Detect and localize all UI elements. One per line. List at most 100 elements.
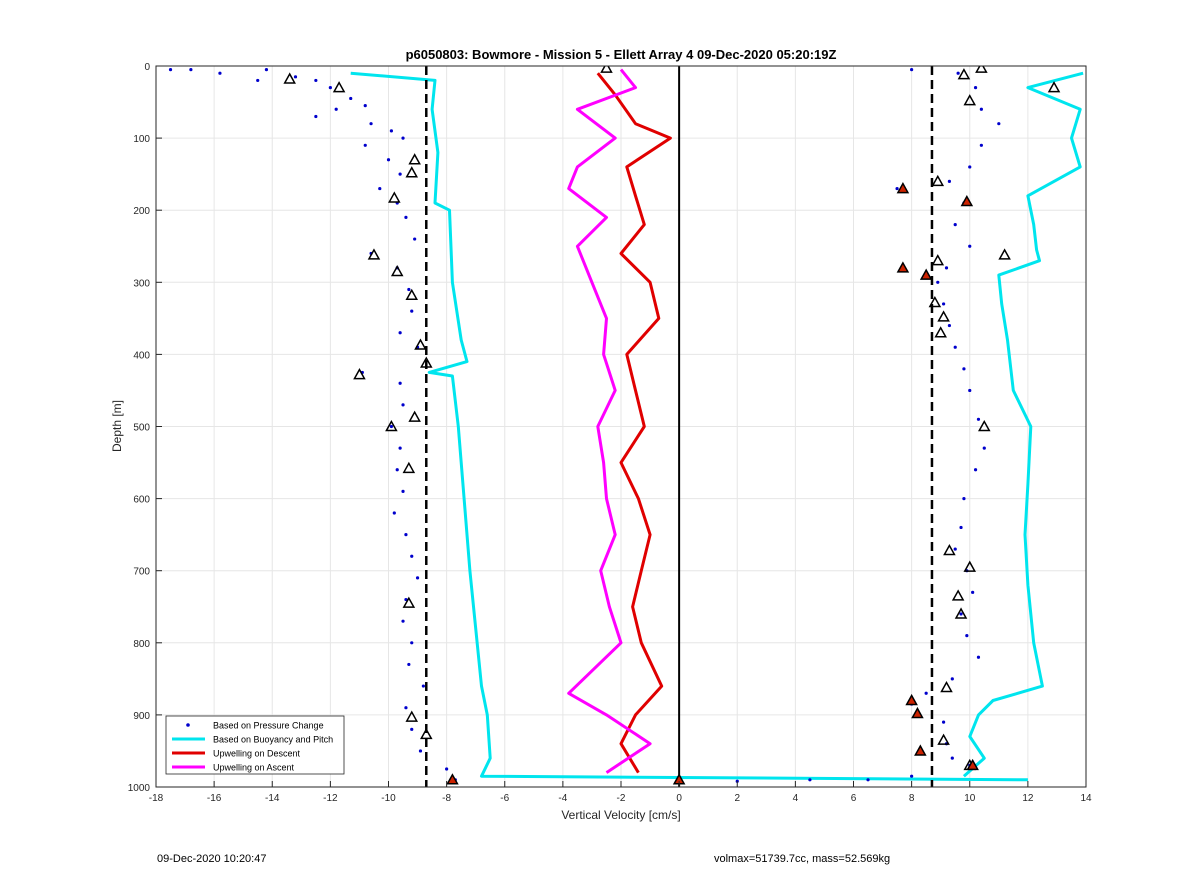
pressure-change-dot: [968, 388, 972, 393]
triangle-marker: [931, 174, 945, 187]
pressure-change-dot: [401, 403, 405, 407]
x-axis-ticks: -18 -16 -14 -12 -10 -8 -6 -4 -2 0 2 4 6 8 10 12 14: [149, 781, 1092, 804]
pressure-change-dot: [407, 287, 411, 292]
legend-box: [165, 715, 345, 775]
triangle-marker: [420, 356, 433, 368]
y-tick-label: 800: [133, 639, 150, 650]
pressure-change-dot: [404, 706, 408, 710]
triangle-marker: [978, 419, 991, 432]
chart-title: p6050803: Bowmore - Mission 5 - Ellett A…: [406, 47, 837, 62]
x-tick-label: 8: [909, 793, 915, 804]
y-tick-label: 0: [144, 62, 150, 73]
pressure-change-dot: [866, 778, 870, 782]
x-tick-label: -16: [207, 793, 222, 804]
pressure-change-dot: [421, 684, 425, 688]
triangle-marker: [914, 744, 927, 756]
triangle-marker: [408, 153, 421, 165]
triangle-marker: [951, 589, 965, 601]
pressure-change-dot: [407, 662, 411, 667]
pressure-change-dot: [936, 280, 940, 284]
pressure-change-dot: [410, 554, 414, 558]
x-tick-label: 12: [1022, 793, 1034, 804]
triangle-marker: [896, 182, 910, 194]
triangle-marker: [943, 543, 956, 556]
pressure-change-dot: [410, 727, 414, 731]
y-tick-label: 100: [133, 134, 150, 145]
pressure-change-dot: [953, 223, 957, 227]
pressure-change-dot: [976, 417, 981, 421]
pressure-change-dot: [349, 96, 353, 101]
x-tick-label: -10: [381, 793, 396, 804]
pressure-change-dot: [410, 641, 414, 645]
series-line-upwelling-on-ascent: [567, 68, 652, 774]
y-tick-label: 700: [133, 567, 150, 578]
pressure-change-dot: [976, 655, 981, 659]
x-tick-label: -18: [149, 793, 164, 804]
triangle-marker: [934, 326, 947, 338]
pressure-change-dot: [941, 302, 946, 306]
series-layer: [350, 68, 1084, 782]
triangle-markers: [283, 66, 1061, 785]
pressure-change-dot: [982, 446, 986, 450]
pressure-change-dot: [971, 590, 975, 594]
pressure-change-dot: [401, 619, 405, 623]
pressure-change-dot: [369, 122, 373, 126]
x-axis-label: Vertical Velocity [cm/s]: [561, 808, 680, 822]
x-tick-label: 2: [734, 793, 740, 804]
legend-swatch-dot: [186, 723, 190, 727]
footer-volmax-mass: volmax=51739.7cc, mass=52.569kg: [714, 853, 891, 865]
pressure-change-dot: [973, 468, 978, 472]
pressure-change-dot: [941, 720, 946, 724]
triangle-marker: [420, 727, 433, 740]
pressure-change-dot: [962, 497, 966, 501]
pressure-change-dot: [395, 468, 399, 472]
x-tick-label: 6: [851, 793, 857, 804]
triangle-marker: [905, 693, 918, 706]
pressure-change-dot: [947, 179, 952, 183]
x-tick-label: -2: [617, 793, 626, 804]
y-tick-label: 300: [133, 278, 150, 289]
triangle-marker: [966, 758, 979, 771]
pressure-change-dot: [404, 533, 408, 537]
pressure-change-dot: [404, 215, 408, 220]
triangle-marker: [963, 94, 977, 106]
pressure-change-dot: [398, 331, 402, 335]
pressure-change-dot: [959, 525, 963, 530]
triangle-marker: [919, 268, 933, 280]
pressure-change-dot: [398, 446, 402, 450]
triangle-marker: [940, 680, 953, 693]
pressure-change-dot: [965, 633, 969, 638]
y-axis-ticks: 0 100 200 300 400 500 600 700 800 900 1000: [128, 62, 162, 794]
triangle-marker: [963, 560, 977, 572]
pressure-change-dot: [401, 136, 405, 140]
pressure-change-dot: [334, 107, 338, 111]
pressure-change-dot: [950, 756, 954, 760]
x-tick-label: 0: [676, 793, 682, 804]
legend-entry-label: Based on Pressure Change: [213, 721, 324, 731]
pressure-change-dot: [953, 345, 957, 349]
legend-entry-label: Based on Buoyancy and Pitch: [213, 735, 333, 745]
pressure-change-dot: [314, 114, 318, 119]
pressure-change-dot: [398, 381, 402, 385]
triangle-marker: [283, 72, 296, 84]
pressure-change-dot: [997, 122, 1001, 126]
triangle-marker: [390, 264, 404, 277]
pressure-change-dot: [979, 143, 983, 147]
triangle-marker: [402, 596, 416, 608]
pressure-change-dot: [218, 71, 222, 75]
pressure-change-dot: [189, 68, 193, 72]
x-tick-label: 4: [793, 793, 799, 804]
legend-entry-label: Upwelling on Descent: [213, 749, 301, 759]
pressure-change-dot: [956, 71, 960, 75]
triangle-marker: [402, 461, 416, 474]
pressure-change-dot: [924, 691, 928, 695]
triangle-marker: [408, 410, 421, 422]
pressure-change-dot: [950, 677, 954, 681]
legend-entry-label: Upwelling on Ascent: [213, 763, 295, 773]
pressure-change-dot: [910, 68, 914, 72]
triangle-marker: [957, 68, 971, 80]
pressure-change-dot: [968, 165, 972, 169]
pressure-change-dot: [944, 266, 949, 270]
pressure-change-dot: [398, 172, 402, 176]
